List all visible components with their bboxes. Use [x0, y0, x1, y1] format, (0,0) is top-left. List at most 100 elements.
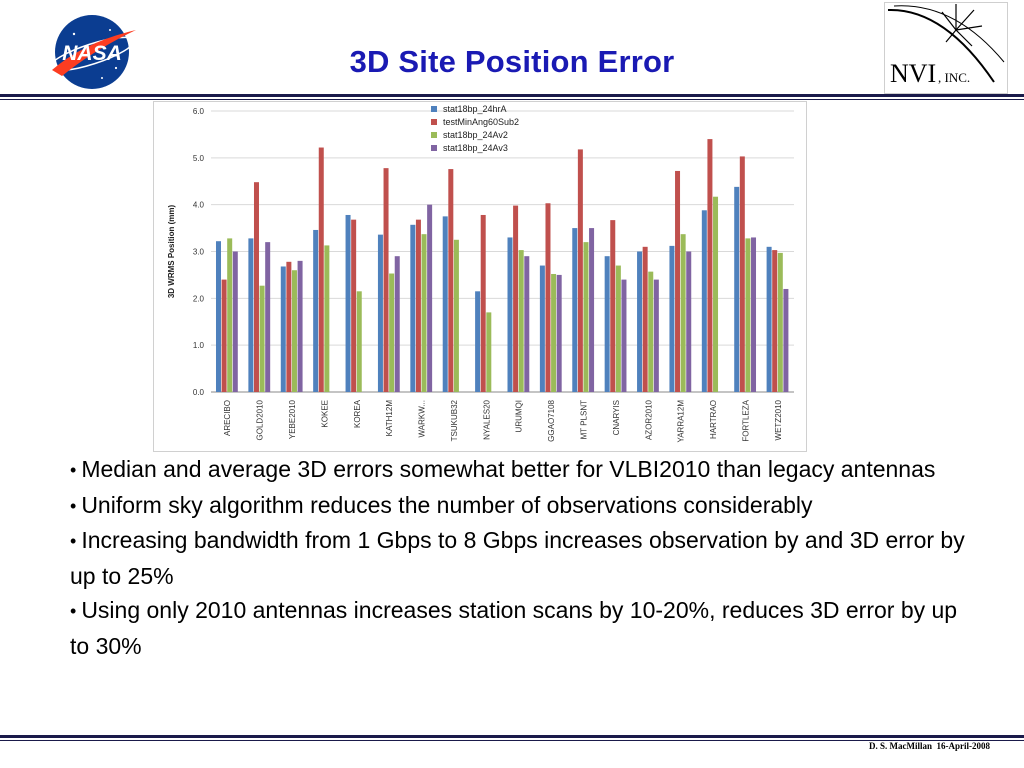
x-tick-label: KOREA [353, 399, 362, 428]
bar [215, 241, 221, 392]
y-tick-label: 1.0 [193, 341, 205, 350]
legend-label: stat18bp_24Av3 [443, 143, 508, 153]
bar [675, 170, 681, 392]
x-tick-label: GOLD2010 [256, 399, 265, 440]
footer-author: D. S. MacMillan [869, 741, 932, 751]
bar [551, 273, 557, 392]
x-tick-label: URUMQI [515, 400, 524, 432]
x-tick-label: AZOR2010 [644, 399, 653, 440]
bar [259, 285, 265, 392]
bar [313, 229, 319, 392]
y-tick-label: 5.0 [193, 154, 205, 163]
x-tick-label: FORTLEZA [741, 399, 750, 441]
x-tick-label: MT PLSNT [579, 400, 588, 440]
x-tick-label: WETZ2010 [774, 399, 783, 440]
bar [280, 266, 286, 392]
bar [410, 224, 416, 392]
bar [589, 228, 595, 392]
x-tick-label: ARECIBO [223, 400, 232, 436]
bullet-item: • Using only 2010 antennas increases stat… [70, 597, 958, 659]
bar [265, 242, 271, 392]
header-rule-thick [0, 94, 1024, 97]
y-tick-label: 2.0 [193, 294, 205, 303]
nvi-logo: NVI , INC. [884, 2, 1008, 94]
bar [545, 203, 551, 392]
x-tick-label: NYALES20 [482, 399, 491, 439]
x-tick-label: WARKW... [418, 400, 427, 437]
bar-chart: 0.0 1.0 2.0 3.0 4.0 5.0 6.0 3D WRMS Position (m… [167, 104, 794, 443]
bar [777, 252, 783, 392]
bar [766, 246, 772, 392]
slide-title: 3D Site Position Error [349, 44, 675, 79]
bullet-item: • Increasing bandwidth from 1 Gbps to 8 G… [70, 527, 965, 589]
bullet-dot-icon: • [70, 601, 77, 621]
bar [518, 250, 524, 392]
nasa-logo: NASA [49, 15, 136, 89]
legend-label: stat18bp_24hrA [443, 104, 507, 114]
x-tick-label: YARRA12M [677, 400, 686, 443]
bar [701, 210, 707, 392]
bar [734, 186, 740, 392]
nvi-logo-suffix: , INC. [938, 70, 970, 85]
bullet-item: • Uniform sky algorithm reduces the numbe… [70, 491, 813, 518]
bar [507, 237, 513, 392]
bar [227, 238, 233, 392]
footer-date: 16-April-2008 [936, 741, 991, 751]
bar [653, 279, 659, 392]
bullet-list: • Median and average 3D errors somewhat b… [70, 452, 970, 663]
bar [291, 270, 297, 392]
bullet-item: • Median and average 3D errors somewhat b… [70, 456, 936, 482]
bar [475, 291, 481, 392]
x-tick-label: GGAO7108 [547, 399, 556, 441]
bar [583, 242, 589, 392]
footer-rule-thick [0, 735, 1024, 738]
bullet-dot-icon: • [70, 531, 77, 551]
bullet-dot-icon: • [70, 460, 77, 480]
footer-rule-thin [0, 740, 1024, 741]
nvi-logo-text: NVI [890, 59, 936, 88]
bar [448, 169, 454, 392]
legend-swatch [431, 132, 437, 138]
bar [739, 156, 745, 392]
bullet-dot-icon: • [70, 495, 77, 516]
y-axis-label: 3D WRMS Position (mm) [167, 205, 176, 299]
bar [686, 251, 692, 392]
bar [253, 182, 259, 392]
bar [707, 139, 713, 392]
bar [486, 312, 492, 392]
bar [351, 219, 357, 392]
bar [389, 273, 395, 392]
bar [221, 279, 227, 392]
bar [383, 168, 389, 392]
bar [513, 205, 519, 392]
bar [751, 237, 757, 392]
bar [642, 246, 648, 392]
legend-label: stat18bp_24Av2 [443, 130, 508, 140]
bar [648, 271, 654, 392]
y-tick-label: 3.0 [193, 248, 205, 257]
y-tick-label: 0.0 [193, 388, 205, 397]
bar [783, 288, 789, 392]
chart-frame: 0.0 1.0 2.0 3.0 4.0 5.0 6.0 3D WRMS Position (m… [153, 101, 807, 452]
x-tick-label: YEBE2010 [288, 399, 297, 439]
bar [539, 265, 545, 392]
bar [415, 219, 421, 392]
bar [621, 279, 627, 392]
bar [745, 238, 751, 392]
bar [442, 216, 448, 392]
bar [345, 214, 351, 392]
bar [232, 251, 238, 392]
bar [713, 196, 719, 392]
bar [286, 261, 292, 392]
bar [480, 214, 486, 392]
y-tick-label: 6.0 [193, 107, 205, 116]
bar [577, 149, 583, 392]
legend-swatch [431, 119, 437, 125]
star-burst-icon [887, 4, 1005, 83]
bar [556, 274, 562, 392]
x-tick-label: KATH12M [385, 400, 394, 437]
bar [610, 220, 616, 392]
bar [572, 228, 578, 392]
x-tick-label: CNARYIS [612, 400, 621, 435]
bar [680, 234, 686, 392]
